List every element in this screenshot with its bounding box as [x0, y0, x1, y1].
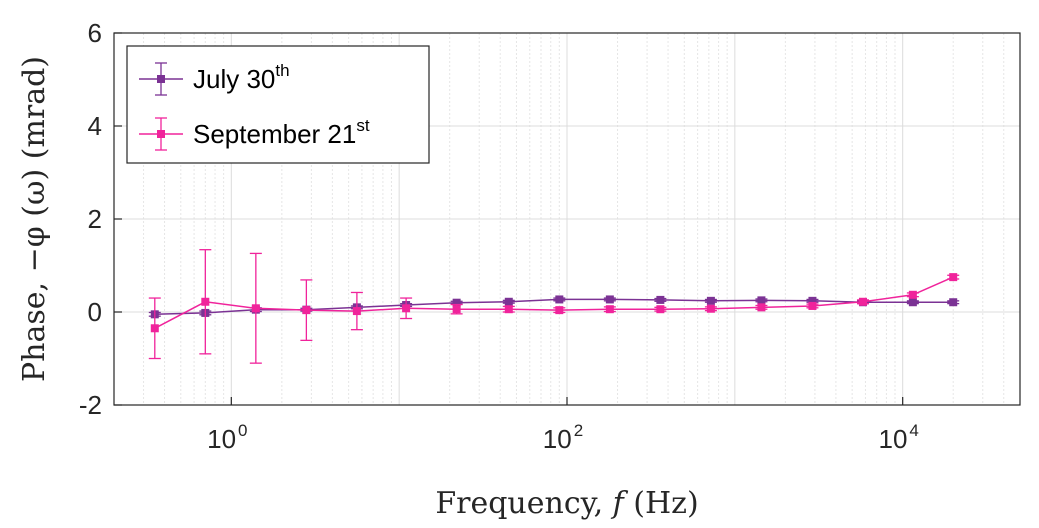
x-tick-label-exponent: 2 [574, 421, 583, 440]
legend-marker [157, 130, 165, 138]
data-point [251, 304, 260, 313]
legend-label: July 30th [193, 61, 290, 94]
data-point [858, 297, 867, 306]
legend-entry-2: September 21st [139, 116, 370, 151]
data-point [302, 306, 311, 315]
data-point [656, 305, 665, 314]
data-point [908, 298, 917, 307]
x-tick-label: 10 2 [543, 421, 583, 454]
data-point [808, 301, 817, 310]
data-point [352, 307, 361, 316]
data-point [555, 295, 564, 304]
y-tick-label: 2 [88, 204, 102, 234]
y-tick-label: 6 [88, 18, 102, 48]
data-point [706, 296, 715, 305]
data-point [757, 303, 766, 312]
x-tick-label-exponent: 4 [909, 421, 918, 440]
legend-label-superscript: st [356, 116, 370, 135]
data-point [504, 305, 513, 314]
x-tick-label-exponent: 0 [238, 421, 247, 440]
data-point [201, 297, 210, 306]
data-point [949, 273, 958, 282]
y-tick-label: 4 [88, 111, 102, 141]
data-point [452, 305, 461, 314]
legend-label-superscript: th [275, 61, 289, 80]
data-point [504, 297, 513, 306]
legend-marker [157, 75, 165, 83]
data-point [949, 298, 958, 307]
data-point [706, 304, 715, 313]
data-point [908, 290, 917, 299]
legend-label: September 21st [193, 116, 370, 149]
data-point [452, 298, 461, 307]
data-point [150, 324, 159, 333]
legend: July 30th September 21st [126, 45, 430, 164]
data-point [555, 306, 564, 315]
data-point [605, 295, 614, 304]
legend-entry-1: July 30th [139, 61, 290, 96]
series-layer [148, 249, 960, 364]
y-axis-label: Phase, −φ (ω) (mrad) [17, 56, 52, 382]
x-axis-label: Frequency, 𝑓 (Hz) [435, 486, 698, 521]
y-tick-label: -2 [79, 390, 102, 420]
data-point [808, 296, 817, 305]
data-point [605, 305, 614, 314]
series-2 [148, 249, 960, 364]
y-tick-label: 0 [88, 297, 102, 327]
data-point [757, 296, 766, 305]
x-tick-label: 10 0 [207, 421, 247, 454]
x-tick-label: 10 4 [878, 421, 918, 454]
data-point [656, 295, 665, 304]
data-point [402, 304, 411, 313]
legend-box [126, 45, 430, 164]
